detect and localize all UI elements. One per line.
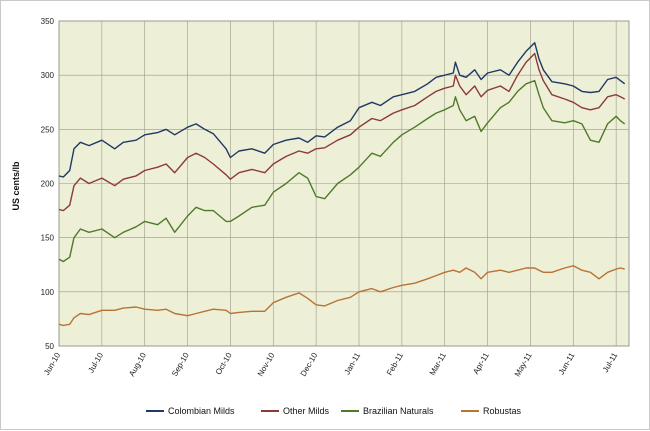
- y-tick-label: 200: [41, 180, 55, 189]
- x-tick-label: Oct-10: [214, 351, 234, 377]
- legend-label: Colombian Milds: [168, 406, 235, 416]
- series-line: [58, 265, 625, 327]
- y-tick-label: 50: [45, 342, 54, 351]
- y-tick-label: 350: [41, 17, 55, 26]
- legend-label: Other Milds: [283, 406, 330, 416]
- x-tick-label: Feb-11: [385, 351, 405, 377]
- x-tick-label: Nov-10: [256, 351, 277, 378]
- x-tick-label: Jun-11: [557, 351, 577, 377]
- series-line: [58, 42, 626, 178]
- y-tick-label: 300: [41, 71, 55, 80]
- x-tick-labels: Jun-10 Jul-10 Aug-10 Sep-10 Oct-10 Nov-10 Dec-…: [42, 351, 619, 379]
- y-tick-label: 150: [41, 234, 55, 243]
- x-tick-label: Aug-10: [127, 351, 148, 378]
- legend-label: Brazilian Naturals: [363, 406, 434, 416]
- x-tick-label: Jun-10: [42, 351, 62, 377]
- y-tick-label: 250: [41, 125, 55, 134]
- y-tick-label: 100: [41, 288, 55, 297]
- series-line: [58, 79, 626, 263]
- y-tick-labels: 50 100 150 200 250 300 350: [41, 17, 55, 351]
- x-tick-label: May-11: [513, 351, 534, 379]
- x-tick-label: Sep-10: [170, 351, 191, 378]
- series-lines: [58, 42, 626, 327]
- x-tick-label: Mar-11: [428, 351, 448, 377]
- legend-label: Robustas: [483, 406, 522, 416]
- grid-lines: [58, 20, 629, 347]
- x-tick-label: Jul-10: [86, 351, 105, 375]
- x-tick-label: Apr-11: [471, 351, 491, 376]
- x-tick-label: Jan-11: [343, 351, 363, 377]
- x-tick-label: Jul-11: [601, 351, 620, 374]
- series-line: [58, 52, 626, 212]
- x-tick-label: Dec-10: [299, 351, 320, 378]
- y-axis-title: US cents/lb: [11, 161, 21, 211]
- legend: Colombian Milds Other Milds Brazilian Natu…: [146, 406, 522, 416]
